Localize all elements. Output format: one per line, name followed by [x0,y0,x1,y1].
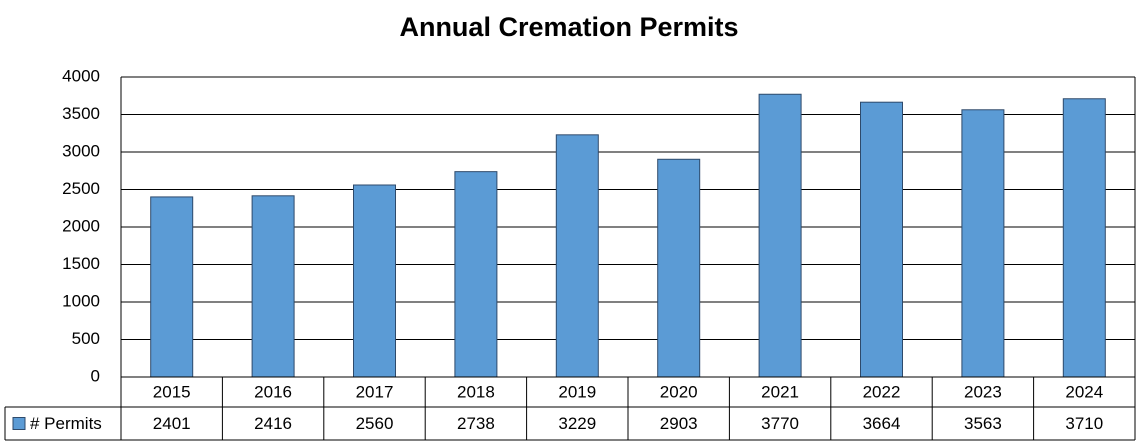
x-tick-label: 2020 [660,382,698,401]
bar [555,134,599,378]
data-table-value: 2738 [457,414,495,433]
y-tick-label: 3500 [62,104,100,123]
data-table-value: 3563 [964,414,1002,433]
x-tick-label: 2022 [863,382,901,401]
data-table-value: 3770 [761,414,799,433]
bar [454,171,498,378]
bar [961,109,1005,378]
bar [657,158,701,378]
data-table-value: 3710 [1065,414,1103,433]
x-tick-label: 2017 [356,382,394,401]
data-table-value: 2416 [254,414,292,433]
y-tick-label: 2000 [62,216,100,235]
data-table-value: 2903 [660,414,698,433]
y-tick-label: 3000 [62,141,100,160]
legend-swatch [12,417,26,430]
data-table-value: 2560 [356,414,394,433]
y-tick-label: 2500 [62,179,100,198]
x-tick-label: 2016 [254,382,292,401]
x-tick-label: 2021 [761,382,799,401]
x-tick-label: 2024 [1065,382,1103,401]
data-table-value: 2401 [153,414,191,433]
data-table-value: 3664 [863,414,901,433]
bar [251,195,295,378]
bar [758,93,802,378]
x-tick-label: 2015 [153,382,191,401]
chart-title: Annual Cremation Permits [399,12,738,42]
y-tick-label: 4000 [62,66,100,85]
y-tick-label: 1000 [62,291,100,310]
bar [353,184,396,378]
bar [860,101,903,378]
x-tick-label: 2018 [457,382,495,401]
legend-label: # Permits [30,414,102,433]
data-table-value: 3229 [558,414,596,433]
bar [150,196,194,378]
bar [1062,98,1106,378]
x-tick-label: 2023 [964,382,1002,401]
y-tick-label: 500 [72,329,100,348]
x-tick-label: 2019 [558,382,596,401]
y-tick-label: 1500 [62,254,100,273]
y-tick-label: 0 [91,366,100,385]
